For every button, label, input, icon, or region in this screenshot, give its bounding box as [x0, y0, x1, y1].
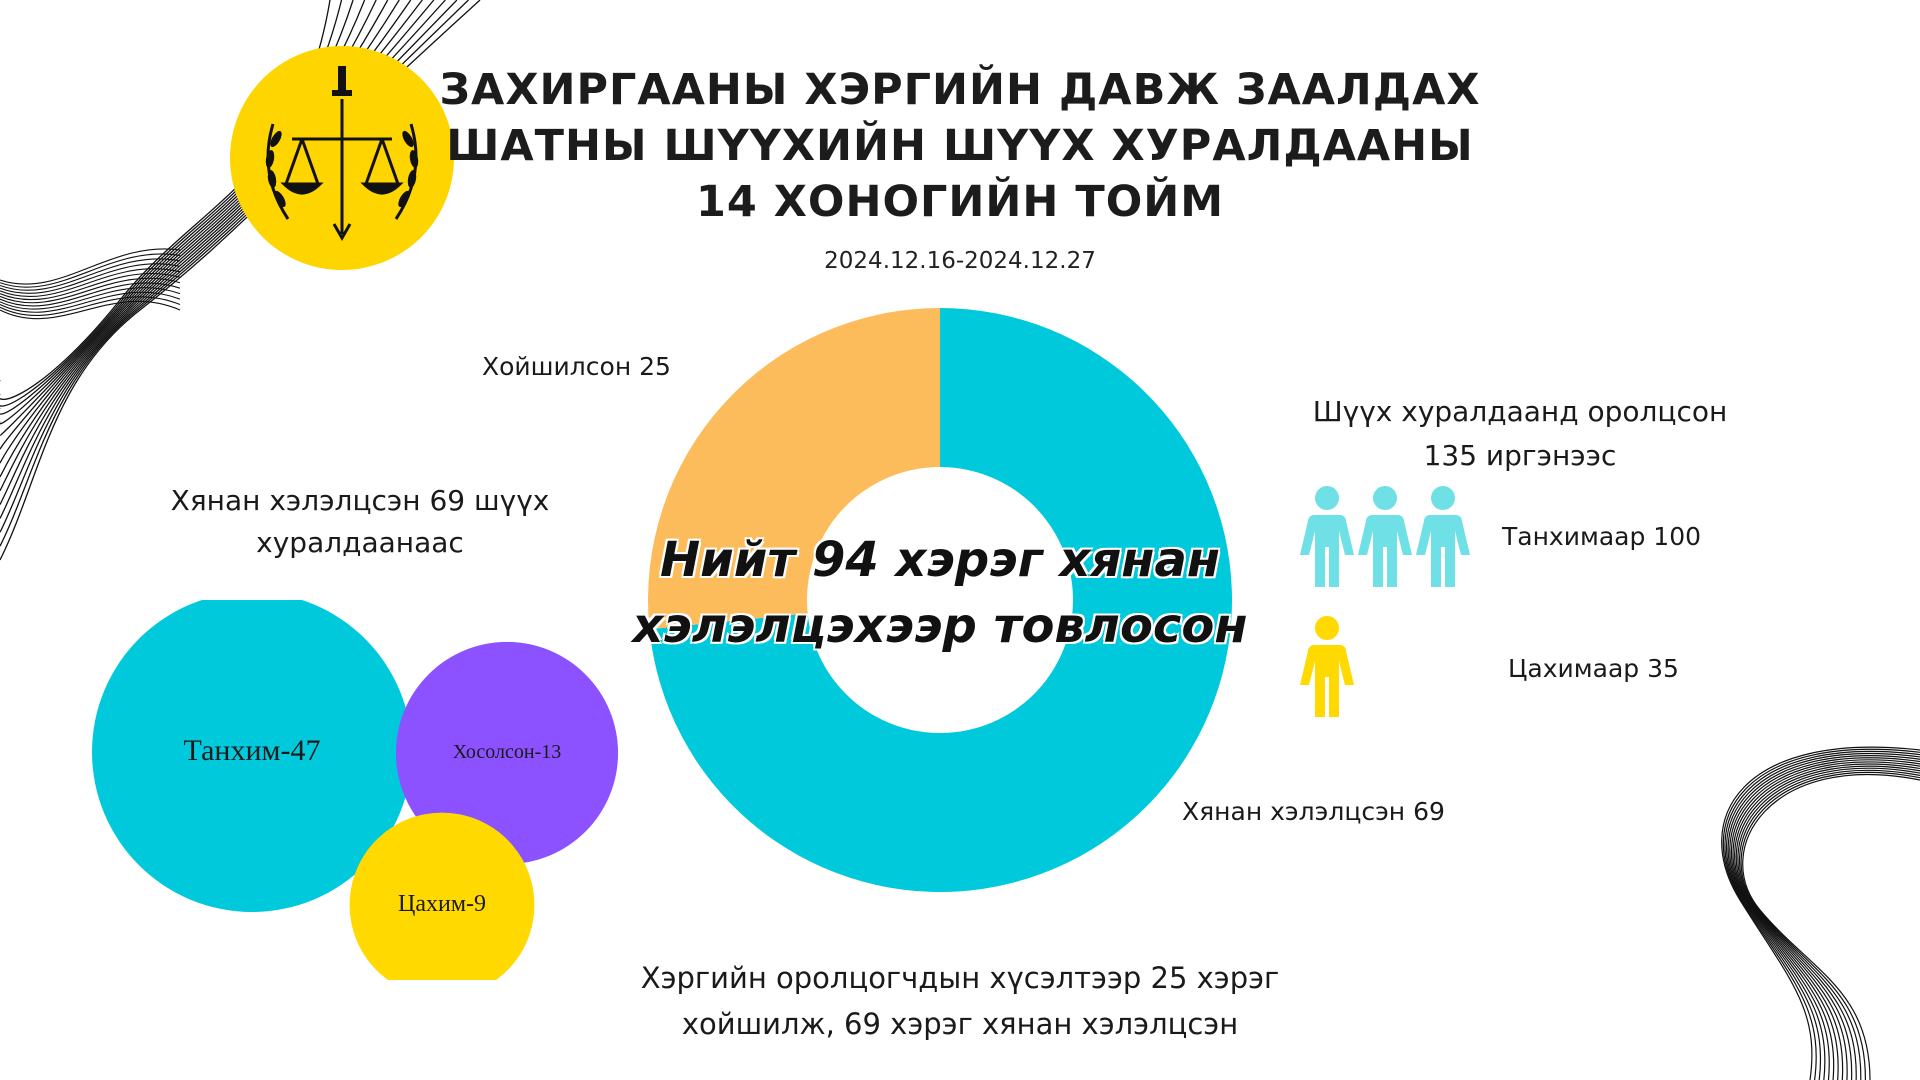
wave-decoration-right: [1721, 746, 1920, 1080]
bubble-2: [349, 812, 535, 980]
bottom-note: Хэргийн оролцогчдын хүсэлтээр 25 хэрэг х…: [560, 955, 1360, 1047]
slice-label-reviewed: Хянан хэлэлцсэн 69: [1182, 797, 1445, 826]
bubble-1: [395, 641, 619, 865]
court-emblem-logo: [230, 46, 454, 270]
pictogram-label-inperson: Танхимаар 100: [1502, 522, 1702, 551]
page-title: ЗАХИРГААНЫ ХЭРГИЙН ДАВЖ ЗААЛДАХ ШАТНЫ ШҮ…: [420, 62, 1500, 230]
left-heading-line-1: Хянан хэлэлцсэн 69 шүүх: [170, 484, 550, 517]
bubble-chart: [92, 600, 619, 980]
bottom-note-line-1: Хэргийн оролцогчдын хүсэлтээр 25 хэрэг: [640, 961, 1280, 995]
pictogram-label-online: Цахимаар 35: [1508, 654, 1679, 683]
person-icon: [1416, 486, 1470, 587]
bubble-label-0: Танхим-47: [183, 734, 321, 767]
bubble-label-2: Цахим-9: [397, 890, 486, 917]
left-heading: Хянан хэлэлцсэн 69 шүүх хуралдаанаас: [150, 480, 570, 564]
right-heading-line-1: Шүүх хуралдаанд оролцсон: [1312, 395, 1728, 428]
bottom-note-line-2: хойшилж, 69 хэрэг хянан хэлэлцсэн: [681, 1007, 1239, 1041]
donut-center-label: Нийт 94 хэрэг хянан хэлэлцэхээр товлосон: [620, 527, 1260, 659]
person-icon: [1358, 486, 1412, 587]
right-heading: Шүүх хуралдаанд оролцсон 135 иргэнээс: [1290, 390, 1750, 478]
right-heading-line-2: 135 иргэнээс: [1423, 439, 1617, 472]
donut-slice-0: [649, 308, 1232, 892]
donut-center-line-2: хэлэлцэхээр товлосон: [632, 598, 1248, 654]
title-line-3: 14 ХОНОГИЙН ТОЙМ: [695, 177, 1225, 227]
donut-slice-1: [648, 308, 940, 630]
bubble-label-1: Хосолсон-13: [452, 741, 562, 763]
title-line-1: ЗАХИРГААНЫ ХЭРГИЙН ДАВЖ ЗААЛДАХ: [439, 65, 1481, 115]
donut-chart: [648, 308, 1232, 892]
pictogram-chart: [1300, 486, 1470, 717]
donut-center-line-1: Нийт 94 хэрэг хянан: [660, 532, 1220, 588]
left-heading-line-2: хуралдаанаас: [256, 526, 464, 559]
person-icon: [1300, 616, 1354, 717]
slice-label-postponed: Хойшилсон 25: [482, 352, 671, 381]
title-line-2: ШАТНЫ ШҮҮХИЙН ШҮҮХ ХУРАЛДААНЫ: [446, 121, 1474, 171]
bubble-0: [92, 600, 412, 912]
person-icon: [1300, 486, 1354, 587]
date-range: 2024.12.16-2024.12.27: [824, 248, 1096, 274]
